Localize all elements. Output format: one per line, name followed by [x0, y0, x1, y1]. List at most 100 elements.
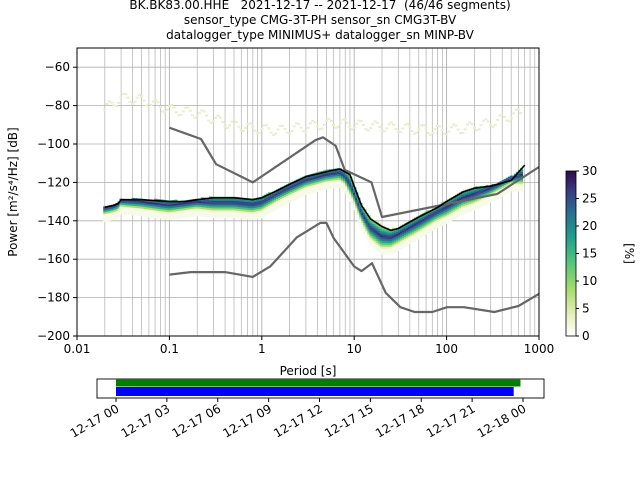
psd-density-cell [229, 198, 233, 201]
psd-density-cell [300, 183, 304, 186]
psd-density-cell [107, 207, 111, 210]
x-tick-label: 1000 [524, 342, 555, 356]
psd-density-cell [503, 190, 507, 193]
psd-density-cell [436, 219, 440, 222]
psd-density-cell [131, 211, 135, 214]
psd-density-cell [432, 221, 436, 225]
faint-psd-cell [412, 132, 416, 135]
psd-density-cell [255, 205, 259, 208]
psd-density-cell [339, 183, 343, 186]
psd-density-cell [271, 207, 276, 210]
psd-density-cell [499, 185, 503, 188]
psd-density-cell [454, 202, 459, 205]
faint-psd-cell [449, 126, 453, 129]
psd-density-cell [137, 213, 141, 216]
psd-density-cell [113, 211, 117, 214]
psd-density-cell [365, 224, 369, 227]
psd-density-cell [158, 203, 162, 206]
psd-density-cell [298, 188, 302, 191]
psd-density-cell [154, 206, 158, 209]
psd-density-cell [280, 191, 284, 194]
psd-density-cell [284, 202, 288, 205]
colorbar-tick-label: 25 [582, 192, 597, 206]
psd-density-cell [200, 210, 204, 213]
psd-density-cell [452, 211, 457, 214]
psd-density-cell [282, 190, 286, 193]
psd-density-cell [147, 211, 152, 214]
psd-density-cell [166, 209, 170, 213]
psd-density-cell [446, 220, 450, 223]
psd-density-cell [381, 239, 385, 242]
psd-density-cell [330, 180, 335, 183]
psd-density-cell [235, 210, 239, 213]
psd-density-cell [377, 230, 381, 234]
psd-density-cell [400, 235, 404, 238]
psd-density-cell [103, 208, 107, 211]
faint-psd-cell [151, 100, 155, 103]
psd-density-cell [304, 183, 308, 186]
psd-density-cell [284, 198, 288, 201]
psd-density-cell [253, 202, 257, 205]
faint-psd-cell [385, 127, 389, 130]
psd-density-cell [139, 200, 144, 203]
psd-density-cell [450, 212, 455, 215]
psd-density-cell [387, 244, 392, 247]
psd-density-cell [404, 238, 408, 241]
psd-density-cell [456, 208, 461, 212]
psd-density-cell [487, 197, 491, 200]
faint-psd-cell [239, 129, 243, 132]
psd-density-cell [217, 202, 221, 205]
psd-density-cell [465, 203, 469, 206]
psd-density-cell [141, 206, 146, 209]
psd-density-cell [243, 217, 247, 220]
psd-density-cell [288, 188, 292, 192]
psd-density-cell [442, 207, 446, 210]
psd-density-cell [261, 205, 265, 208]
timeline-tick-label: 12-17 09 [220, 401, 274, 440]
psd-density-cell [286, 197, 290, 200]
psd-density-cell [491, 195, 495, 198]
psd-density-cell [393, 232, 398, 235]
psd-density-cell [336, 177, 341, 180]
psd-density-cell [133, 209, 137, 212]
psd-density-cell [438, 212, 442, 216]
psd-density-cell [204, 207, 209, 210]
psd-density-cell [424, 223, 428, 226]
psd-density-cell [166, 217, 170, 220]
psd-density-cell [249, 215, 253, 218]
psd-density-cell [259, 208, 263, 211]
psd-density-cell [255, 207, 259, 210]
psd-density-cell [206, 203, 211, 206]
psd-density-cell [499, 192, 503, 195]
faint-psd-cell [276, 128, 280, 131]
psd-density-cell [361, 209, 365, 212]
psd-density-cell [162, 201, 166, 204]
psd-density-cell [379, 244, 383, 247]
psd-density-cell [314, 188, 318, 191]
x-tick-label: 0.1 [160, 342, 179, 356]
psd-density-cell [404, 232, 408, 236]
psd-density-cell [202, 201, 207, 204]
psd-density-cell [379, 232, 383, 235]
psd-density-cell [322, 181, 326, 185]
psd-density-cell [202, 211, 207, 214]
psd-density-cell [135, 213, 139, 216]
psd-density-cell [454, 206, 459, 209]
faint-psd-cell [186, 106, 190, 109]
psd-density-cell [436, 215, 440, 218]
psd-density-cell [121, 202, 125, 205]
psd-density-cell [235, 212, 239, 215]
psd-density-cell [127, 205, 131, 208]
psd-density-cell [247, 211, 251, 214]
faint-psd-cell [419, 124, 423, 127]
faint-psd-cell [124, 93, 128, 96]
psd-density-cell [162, 211, 166, 214]
psd-density-cell [267, 203, 272, 206]
psd-density-cell [365, 218, 369, 222]
psd-density-cell [263, 196, 268, 199]
psd-density-cell [479, 197, 483, 200]
psd-density-cell [440, 219, 444, 222]
psd-density-cell [359, 214, 363, 217]
psd-density-cell [351, 203, 355, 206]
psd-density-cell [481, 198, 485, 201]
